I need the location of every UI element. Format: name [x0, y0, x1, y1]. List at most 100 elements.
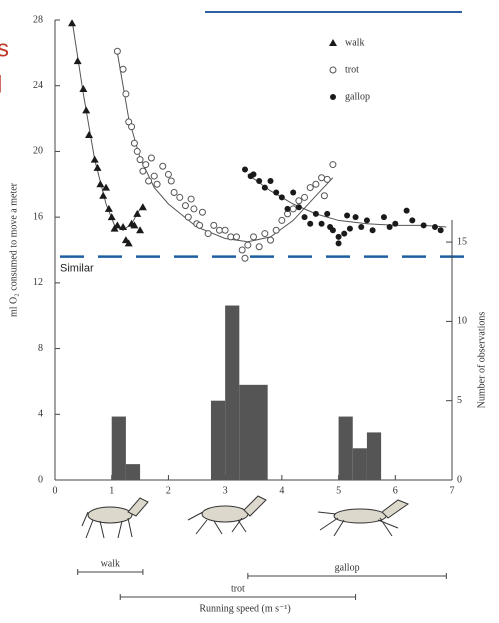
- point: [130, 221, 139, 229]
- point: [167, 177, 175, 185]
- point: [198, 208, 206, 216]
- point: [170, 189, 178, 196]
- point: [352, 214, 359, 221]
- point: [187, 195, 195, 203]
- point: [96, 180, 105, 188]
- point: [119, 65, 127, 73]
- point: [138, 203, 147, 211]
- point: [107, 213, 116, 221]
- slide-fragment: s: [0, 35, 9, 62]
- point: [341, 230, 348, 237]
- x-axis-label: Running speed (m s⁻¹): [199, 603, 290, 614]
- horse-walk: [81, 497, 149, 539]
- point: [409, 217, 416, 224]
- point: [261, 230, 269, 238]
- point: [241, 166, 248, 173]
- point: [238, 246, 246, 254]
- point: [124, 239, 133, 247]
- y-tick-label: 16: [33, 211, 43, 222]
- point: [335, 240, 342, 247]
- point: [255, 243, 263, 251]
- point: [323, 175, 331, 183]
- point: [301, 214, 308, 221]
- histogram-bar: [125, 464, 141, 480]
- point: [153, 180, 161, 188]
- point: [232, 233, 240, 241]
- point: [68, 19, 77, 27]
- gait-label: walk: [101, 558, 120, 569]
- point: [181, 202, 189, 210]
- point: [227, 233, 235, 241]
- point: [90, 155, 99, 163]
- point: [128, 123, 136, 131]
- point: [273, 189, 280, 196]
- point: [272, 226, 280, 234]
- point: [93, 163, 102, 171]
- histogram-bar: [111, 416, 126, 480]
- histogram-bar: [366, 432, 382, 480]
- point: [130, 139, 138, 147]
- y2-tick-label: 10: [457, 316, 467, 327]
- point: [250, 233, 257, 241]
- point: [136, 226, 145, 234]
- point: [142, 161, 150, 169]
- point: [221, 226, 229, 234]
- histogram-bar: [225, 305, 240, 480]
- legend-label: gallop: [345, 91, 370, 102]
- point: [136, 156, 144, 164]
- point: [150, 172, 158, 180]
- histogram-bar: [338, 416, 353, 480]
- point: [119, 223, 128, 230]
- gait-label: trot: [231, 583, 245, 594]
- point: [215, 226, 223, 234]
- gait-label: gallop: [335, 562, 360, 573]
- point: [184, 213, 192, 221]
- point: [204, 230, 212, 238]
- point: [133, 147, 141, 155]
- point: [210, 221, 218, 229]
- point: [113, 47, 121, 55]
- point: [82, 106, 91, 114]
- point: [420, 222, 427, 229]
- x-tick-label: 5: [336, 485, 341, 496]
- point: [306, 184, 314, 192]
- point: [369, 227, 376, 234]
- x-tick-label: 7: [450, 485, 455, 496]
- point: [290, 189, 297, 196]
- point: [241, 254, 249, 262]
- point: [147, 154, 155, 162]
- point: [256, 178, 263, 184]
- x-tick-label: 0: [53, 485, 58, 496]
- point: [79, 85, 88, 92]
- point: [244, 241, 252, 249]
- point: [196, 221, 204, 229]
- point: [358, 224, 365, 230]
- point: [329, 227, 336, 234]
- point: [139, 167, 147, 175]
- point: [278, 216, 286, 224]
- x-tick-label: 4: [279, 485, 284, 496]
- legend-label: walk: [345, 37, 364, 48]
- fit-line: [116, 52, 334, 243]
- point: [431, 224, 438, 230]
- y2-axis-label: Number of observations: [476, 312, 487, 409]
- horse-gallop: [317, 499, 410, 537]
- point: [312, 180, 320, 188]
- fit-line: [247, 174, 447, 228]
- point: [318, 174, 326, 182]
- legend-marker: [330, 94, 336, 100]
- y-tick-label: 12: [33, 277, 43, 288]
- legend-label: trot: [345, 64, 359, 75]
- point: [99, 191, 108, 199]
- point: [437, 227, 444, 234]
- y-tick-label: 28: [33, 14, 43, 25]
- point: [403, 207, 410, 214]
- slide-fragment: l: [0, 71, 2, 98]
- point: [344, 212, 351, 219]
- histogram-bar: [210, 400, 226, 480]
- point: [133, 209, 142, 217]
- point: [320, 192, 328, 200]
- point: [312, 210, 319, 217]
- point: [267, 236, 275, 244]
